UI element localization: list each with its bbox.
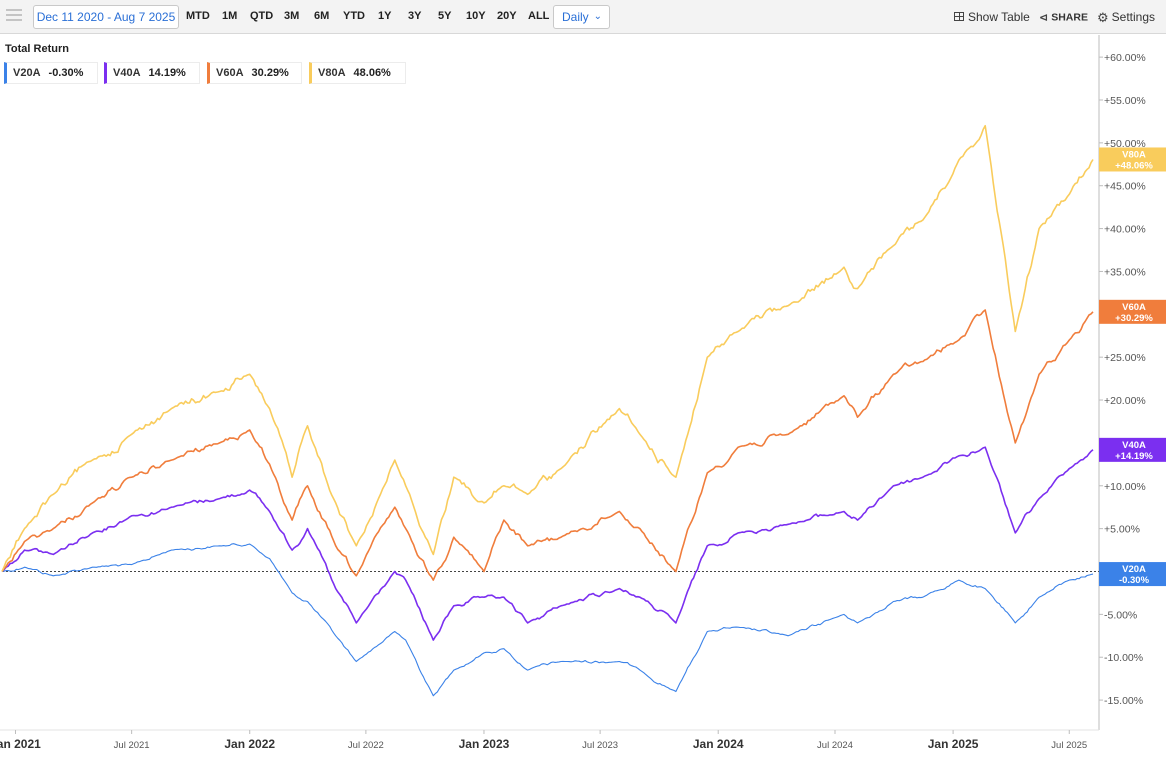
share-button[interactable]: ⊲ SHARE bbox=[1039, 11, 1088, 24]
period-1m-button[interactable]: 1M bbox=[222, 10, 238, 22]
end-label-box bbox=[1099, 562, 1166, 587]
period-10y-button[interactable]: 10Y bbox=[466, 10, 486, 22]
toolbar: Dec 11 2020 - Aug 7 2025 MTD 1M QTD 3M 6… bbox=[0, 0, 1166, 34]
x-tick-label: Jan 2024 bbox=[693, 737, 744, 751]
legend-item-v20a[interactable]: V20A -0.30% bbox=[4, 62, 98, 84]
legend-item-v40a[interactable]: V40A 14.19% bbox=[104, 62, 200, 84]
chevron-down-icon: ⌄ bbox=[593, 11, 602, 22]
y-tick-label: -10.00% bbox=[1104, 652, 1143, 664]
period-3m-button[interactable]: 3M bbox=[284, 10, 300, 22]
y-tick-label: +50.00% bbox=[1104, 138, 1146, 150]
series-line-v80a bbox=[1, 124, 1094, 572]
share-icon: ⊲ bbox=[1039, 12, 1049, 24]
end-label-box bbox=[1099, 437, 1166, 462]
series-line-v40a bbox=[1, 446, 1094, 641]
legend-name: V40A bbox=[113, 67, 141, 79]
frequency-select[interactable]: Daily ⌄ bbox=[553, 5, 610, 29]
end-label-name: V60A bbox=[1122, 302, 1146, 313]
legend-name: V20A bbox=[13, 67, 41, 79]
series-line-v20a bbox=[1, 543, 1094, 697]
settings-label: Settings bbox=[1111, 10, 1156, 25]
frequency-value: Daily bbox=[562, 10, 589, 24]
end-label-v80a: V80A+48.06% bbox=[1099, 147, 1166, 172]
legend-item-v60a[interactable]: V60A 30.29% bbox=[207, 62, 302, 84]
y-tick-label: +25.00% bbox=[1104, 352, 1146, 364]
settings-button[interactable]: ⚙ Settings bbox=[1097, 10, 1155, 26]
chart-title: Total Return bbox=[5, 43, 69, 55]
legend-value: 14.19% bbox=[148, 67, 186, 79]
x-tick-label: Jul 2024 bbox=[817, 740, 853, 751]
line-chart: +60.00% +55.00% +50.00% +45.00% +40.00% +35.0… bbox=[0, 35, 1166, 751]
period-20y-button[interactable]: 20Y bbox=[497, 10, 517, 22]
legend-value: -0.30% bbox=[48, 67, 84, 79]
end-label-v20a: V20A-0.30% bbox=[1099, 562, 1166, 587]
y-tick-label: +10.00% bbox=[1104, 481, 1146, 493]
end-label-box bbox=[1099, 147, 1166, 172]
show-table-label: Show Table bbox=[968, 10, 1030, 24]
y-tick-label: -5.00% bbox=[1104, 609, 1137, 621]
y-tick-label: +60.00% bbox=[1104, 52, 1146, 64]
gear-icon: ⚙ bbox=[1097, 10, 1109, 25]
y-tick-label: +45.00% bbox=[1104, 181, 1146, 193]
x-tick-label: Jan 2021 bbox=[0, 737, 41, 751]
share-label: SHARE bbox=[1051, 11, 1088, 24]
legend-item-v80a[interactable]: V80A 48.06% bbox=[309, 62, 406, 84]
end-label-value: +48.06% bbox=[1115, 160, 1153, 171]
table-icon bbox=[954, 12, 964, 22]
period-ytd-button[interactable]: YTD bbox=[343, 10, 365, 22]
date-range-picker[interactable]: Dec 11 2020 - Aug 7 2025 bbox=[33, 5, 179, 29]
period-1y-button[interactable]: 1Y bbox=[378, 10, 392, 22]
menu-icon[interactable] bbox=[6, 9, 22, 23]
y-tick-label: +40.00% bbox=[1104, 224, 1146, 236]
period-5y-button[interactable]: 5Y bbox=[438, 10, 452, 22]
y-tick-label: -15.00% bbox=[1104, 695, 1143, 707]
x-tick-label: Jan 2022 bbox=[224, 737, 275, 751]
period-all-button[interactable]: ALL bbox=[528, 10, 550, 22]
x-tick-label: Jul 2023 bbox=[582, 740, 618, 751]
legend-value: 48.06% bbox=[353, 67, 391, 79]
x-tick-label: Jul 2025 bbox=[1051, 740, 1087, 751]
end-label-v60a: V60A+30.29% bbox=[1099, 299, 1166, 324]
period-qtd-button[interactable]: QTD bbox=[250, 10, 274, 22]
end-label-value: +30.29% bbox=[1115, 313, 1153, 324]
period-mtd-button[interactable]: MTD bbox=[186, 10, 210, 22]
y-tick-label: +20.00% bbox=[1104, 395, 1146, 407]
end-label-value: -0.30% bbox=[1119, 575, 1150, 586]
x-tick-label: Jan 2025 bbox=[928, 737, 979, 751]
x-tick-label: Jul 2021 bbox=[114, 740, 150, 751]
end-label-name: V80A bbox=[1122, 149, 1146, 160]
x-tick-label: Jan 2023 bbox=[459, 737, 510, 751]
y-tick-label: +55.00% bbox=[1104, 95, 1146, 107]
end-label-box bbox=[1099, 299, 1166, 324]
period-6m-button[interactable]: 6M bbox=[314, 10, 330, 22]
end-label-name: V40A bbox=[1122, 440, 1146, 451]
end-label-v40a: V40A+14.19% bbox=[1099, 437, 1166, 462]
end-label-name: V20A bbox=[1122, 564, 1146, 575]
legend-name: V80A bbox=[318, 67, 346, 79]
end-label-value: +14.19% bbox=[1115, 451, 1153, 462]
y-tick-label: +35.00% bbox=[1104, 266, 1146, 278]
legend-name: V60A bbox=[216, 67, 244, 79]
period-3y-button[interactable]: 3Y bbox=[408, 10, 422, 22]
legend-value: 30.29% bbox=[251, 67, 289, 79]
series-line-v60a bbox=[1, 309, 1094, 581]
y-tick-label: +5.00% bbox=[1104, 524, 1140, 536]
show-table-button[interactable]: Show Table bbox=[954, 10, 1030, 24]
x-tick-label: Jul 2022 bbox=[348, 740, 384, 751]
